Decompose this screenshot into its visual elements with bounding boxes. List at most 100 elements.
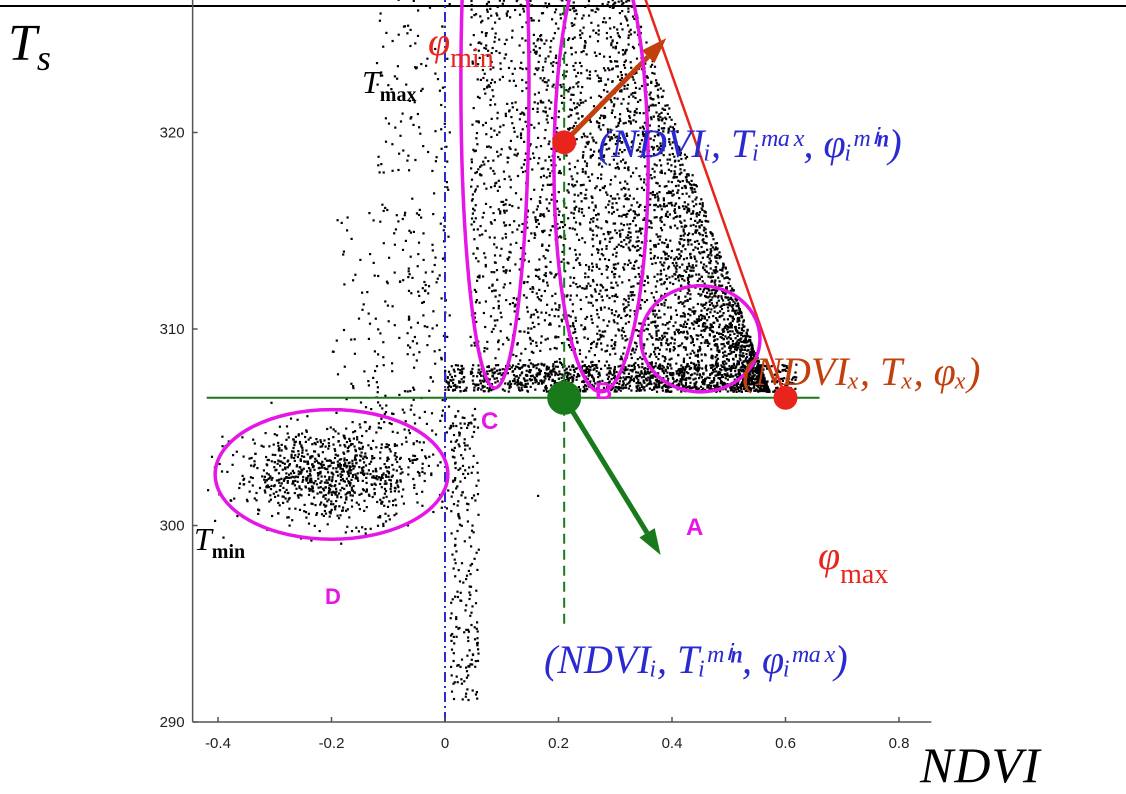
scatter-point [689, 269, 692, 272]
scatter-point [611, 295, 614, 298]
scatter-point [738, 357, 741, 360]
scatter-point [652, 115, 655, 118]
scatter-point [529, 287, 532, 290]
scatter-point [538, 157, 541, 160]
scatter-point [492, 95, 495, 98]
scatter-point [490, 271, 493, 274]
scatter-point [484, 256, 487, 259]
scatter-point [608, 320, 611, 323]
scatter-point [721, 365, 724, 369]
scatter-point [514, 8, 517, 12]
scatter-point [541, 214, 544, 217]
scatter-point [634, 81, 637, 84]
scatter-point [506, 102, 509, 105]
scatter-point [597, 163, 601, 166]
scatter-point [632, 95, 635, 98]
scatter-point [743, 334, 747, 337]
scatter-point [475, 290, 478, 293]
scatter-point [685, 178, 688, 181]
scatter-point [682, 311, 685, 315]
scatter-point [537, 363, 540, 366]
scatter-point [607, 307, 610, 310]
scatter-point [634, 224, 637, 227]
scatter-point [508, 203, 511, 206]
scatter-point [629, 120, 632, 123]
scatter-point [709, 328, 712, 332]
scatter-point [720, 295, 723, 298]
scatter-point [498, 131, 501, 134]
scatter-point [622, 245, 625, 249]
scatter-point [577, 210, 581, 213]
scatter-point [719, 255, 722, 258]
scatter-point [540, 12, 544, 15]
scatter-point [580, 200, 583, 203]
scatter-point [569, 108, 572, 111]
scatter-point [662, 264, 665, 267]
scatter-point [698, 319, 701, 322]
scatter-point [572, 185, 575, 188]
scatter-point [640, 139, 643, 142]
scatter-point [523, 158, 526, 162]
scatter-point [618, 197, 621, 200]
scatter-point [550, 198, 553, 201]
scatter-point [472, 34, 475, 37]
scatter-point [700, 389, 703, 392]
scatter-point [617, 121, 620, 124]
scatter-point [595, 309, 599, 312]
scatter-point [477, 120, 480, 123]
scatter-point [578, 207, 581, 210]
scatter-point [663, 268, 666, 271]
scatter-point [745, 381, 748, 384]
scatter-point [649, 137, 652, 140]
scatter-point [508, 250, 511, 253]
scatter-point [722, 266, 725, 269]
scatter-point [676, 227, 679, 230]
scatter-point [513, 153, 516, 156]
scatter-point [714, 386, 717, 389]
scatter-point [572, 376, 575, 379]
scatter-point [599, 335, 602, 339]
scatter-point [520, 352, 523, 355]
scatter-point [724, 335, 727, 338]
scatter-point [682, 323, 686, 326]
scatter-point [622, 224, 625, 227]
scatter-point [633, 366, 636, 369]
scatter-point [591, 173, 594, 176]
scatter-point [619, 235, 622, 238]
scatter-point [665, 277, 668, 281]
scatter-point [585, 296, 588, 299]
scatter-point [490, 127, 493, 130]
scatter-point [546, 84, 549, 87]
scatter-point [713, 335, 716, 338]
scatter-point [523, 113, 526, 116]
scatter-point [673, 264, 676, 267]
scatter-point [496, 5, 499, 8]
scatter-point [686, 267, 689, 271]
scatter-point [515, 241, 518, 244]
scatter-point [584, 389, 587, 392]
scatter-point [576, 71, 580, 74]
scatter-point [605, 268, 608, 271]
scatter-point [655, 332, 658, 335]
scatter-point [596, 342, 599, 345]
scatter-point [696, 355, 700, 358]
scatter-point [676, 215, 679, 218]
scatter-point [734, 355, 737, 358]
scatter-point [647, 376, 650, 379]
scatter-point [684, 185, 687, 188]
scatter-point [721, 360, 724, 363]
scatter-point [651, 343, 655, 346]
scatter-point [607, 1, 610, 4]
scatter-point [591, 304, 594, 307]
scatter-point [535, 52, 538, 55]
scatter-point [638, 330, 641, 333]
scatter-point [640, 68, 644, 71]
scatter-point [652, 296, 655, 299]
scatter-point [680, 284, 683, 287]
scatter-point [709, 251, 712, 254]
scatter-point [731, 306, 734, 309]
scatter-point [577, 85, 580, 88]
scatter-point [678, 242, 682, 245]
scatter-point [573, 10, 576, 13]
scatter-point [573, 200, 576, 203]
